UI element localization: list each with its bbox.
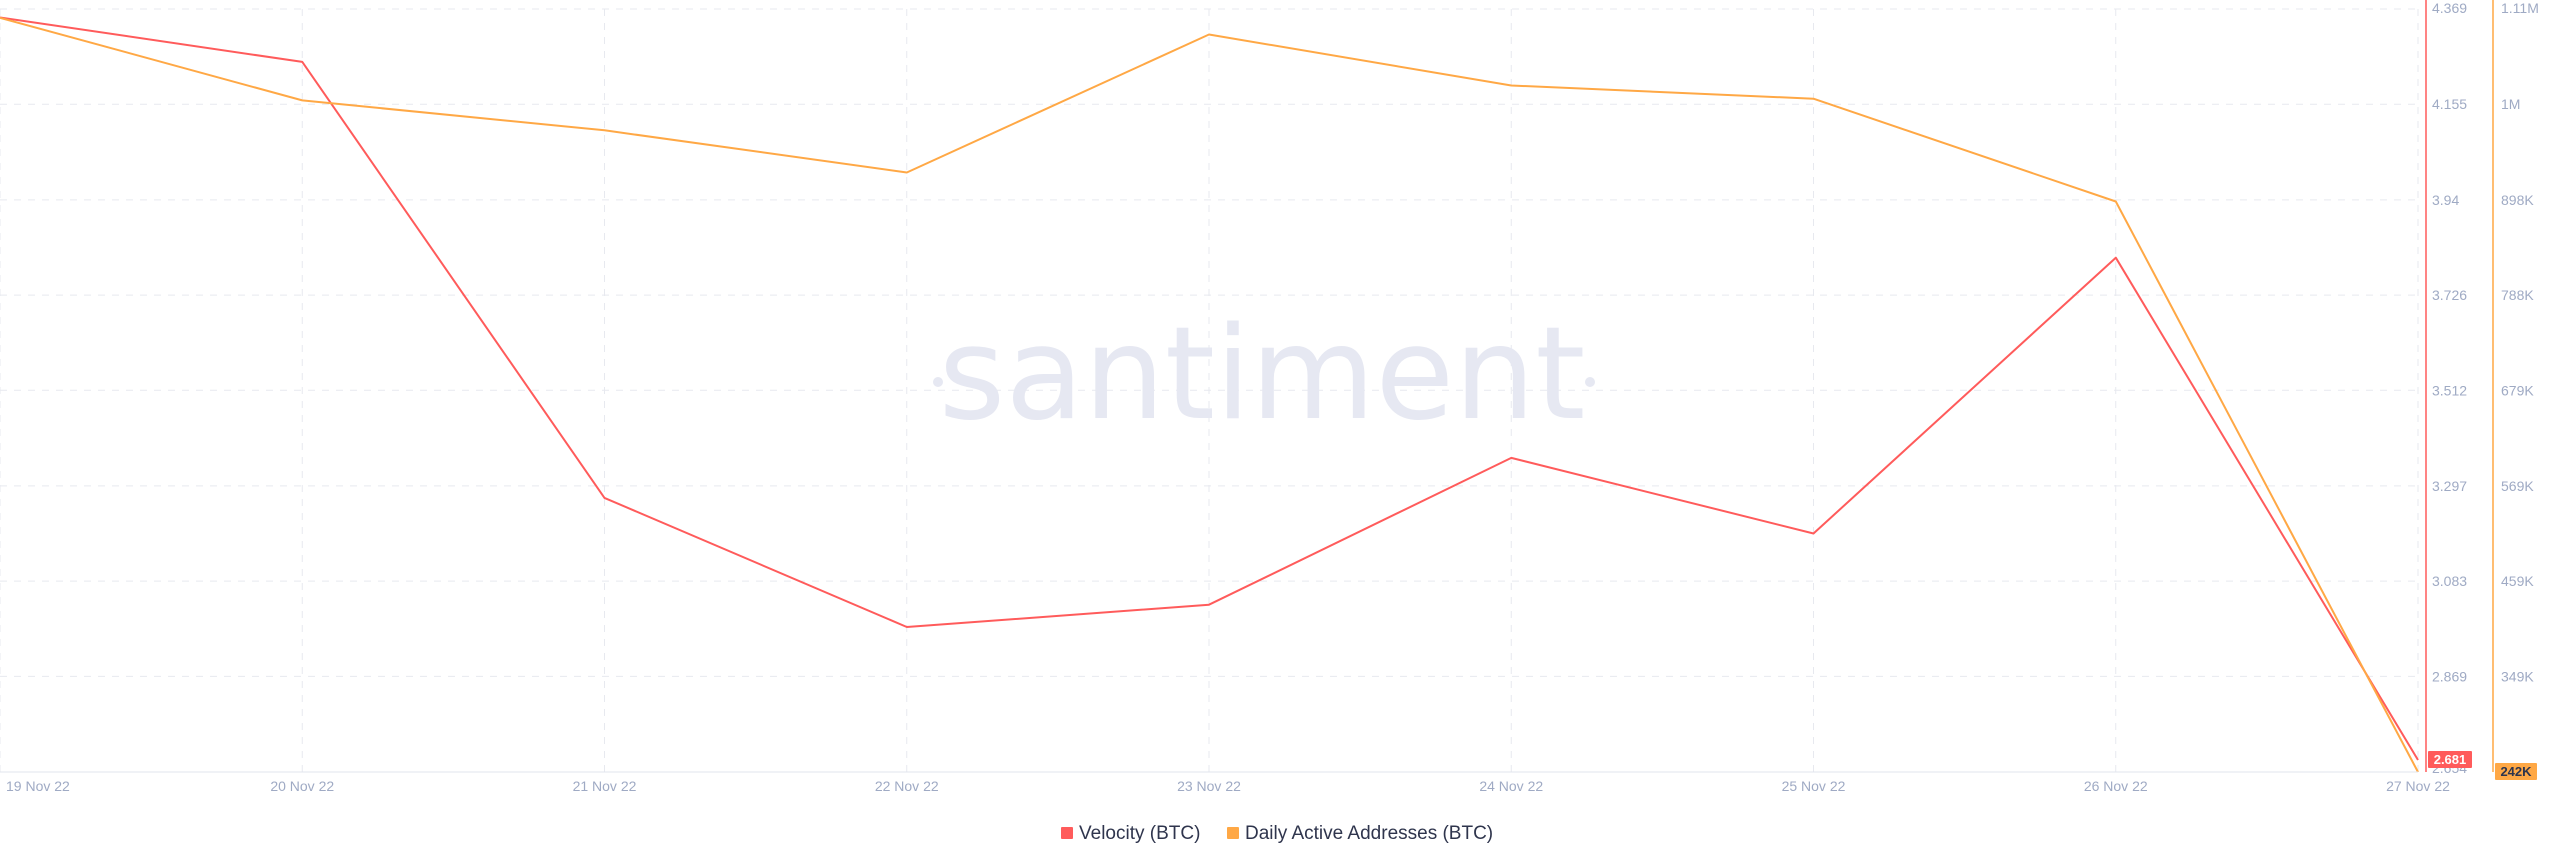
daa-last-value-flag (2495, 763, 2537, 780)
x-tick-label: 23 Nov 22 (1177, 778, 1241, 794)
y-axis-left-ticks: 4.369 4.155 3.94 3.726 3.512 3.297 3.083 2.869 2… (2432, 0, 2467, 776)
x-axis-ticks: 19 Nov 22 20 Nov 22 21 Nov 22 22 Nov 22 23 N… (6, 778, 2450, 794)
y-right-tick-label: 569K (2501, 478, 2534, 494)
velocity-last-value-label: 2.681 (2434, 752, 2467, 767)
y-right-tick-label: 349K (2501, 668, 2534, 684)
y-left-tick-label: 4.369 (2432, 0, 2467, 16)
x-tick-label: 25 Nov 22 (1782, 778, 1846, 794)
series-lines (0, 16, 2419, 773)
axes (0, 0, 2494, 773)
y-right-tick-label: 898K (2501, 192, 2534, 208)
legend: Velocity (BTC) Daily Active Addresses (BT… (1061, 823, 1493, 844)
watermark-dot-left (933, 377, 943, 387)
y-right-tick-label: 459K (2501, 573, 2534, 589)
y-right-tick-label: 679K (2501, 382, 2534, 398)
y-right-tick-label: 1M (2501, 96, 2520, 112)
y-right-tick-label: 788K (2501, 287, 2534, 303)
y-left-tick-label: 3.726 (2432, 287, 2467, 303)
x-tick-label: 20 Nov 22 (270, 778, 334, 794)
y-left-tick-label: 3.512 (2432, 382, 2467, 398)
santiment-watermark: santiment (939, 300, 1586, 449)
velocity-last-value-flag (2428, 750, 2472, 768)
grid-lines (0, 8, 2419, 773)
legend-velocity-swatch (1061, 827, 1073, 839)
y-left-tick-label: 4.155 (2432, 96, 2467, 112)
y-right-tick-label: 1.11M (2501, 0, 2539, 16)
legend-daily-active-addresses-swatch (1227, 827, 1239, 839)
x-tick-label: 21 Nov 22 (573, 778, 637, 794)
daily-active-addresses-series-line (0, 16, 2419, 773)
x-tick-label: 19 Nov 22 (6, 778, 70, 794)
velocity-series-line (0, 16, 2419, 761)
x-tick-label: 22 Nov 22 (875, 778, 939, 794)
legend-velocity-label: Velocity (BTC) (1079, 823, 1200, 844)
x-tick-label: 26 Nov 22 (2084, 778, 2148, 794)
legend-daily-active-addresses-label: Daily Active Addresses (BTC) (1245, 823, 1493, 844)
watermark-dot-right (1585, 377, 1595, 387)
y-axis-right-ticks: 1.11M 1M 898K 788K 679K 569K 459K 349K (2501, 0, 2539, 684)
last-value-flags: 2.681 242K (2428, 750, 2537, 780)
y-left-tick-label: 3.297 (2432, 478, 2467, 494)
y-left-tick-label: 2.869 (2432, 668, 2467, 684)
daa-last-value-label: 242K (2500, 764, 2532, 779)
x-tick-label: 24 Nov 22 (1479, 778, 1543, 794)
x-tick-label: 27 Nov 22 (2386, 778, 2450, 794)
y-left-tick-label: 3.94 (2432, 192, 2459, 208)
y-left-tick-label: 3.083 (2432, 573, 2467, 589)
